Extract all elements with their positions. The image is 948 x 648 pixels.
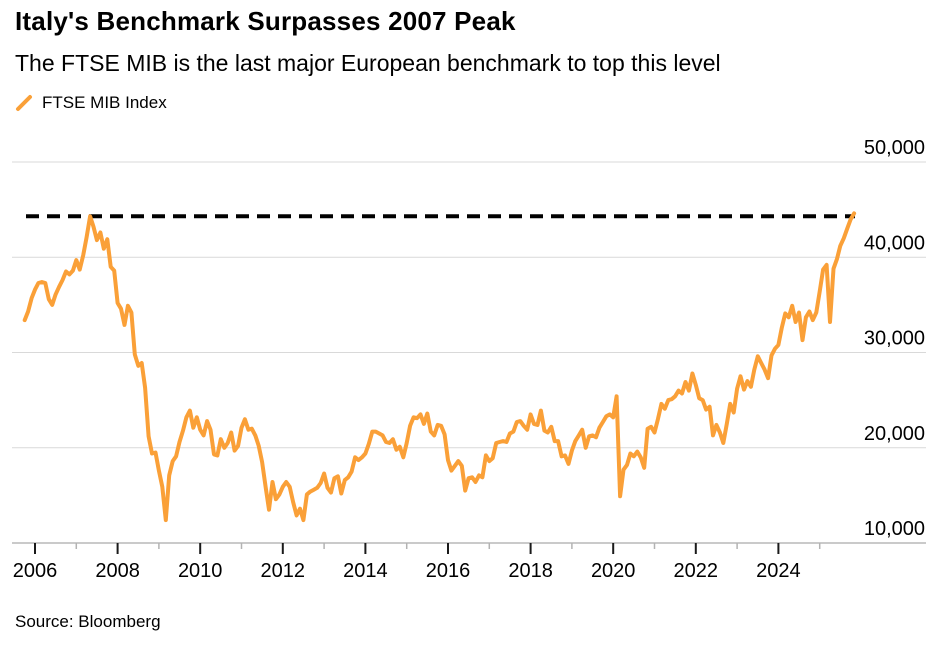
x-axis-label: 2016 — [426, 560, 471, 582]
x-axis-label: 2014 — [343, 560, 388, 582]
y-axis-label: 20,000 — [864, 423, 925, 445]
x-axis-label: 2018 — [508, 560, 553, 582]
x-axis-label: 2008 — [95, 560, 140, 582]
x-axis-label: 2012 — [261, 560, 306, 582]
y-axis-label: 50,000 — [864, 137, 925, 159]
legend-line-icon — [16, 95, 32, 111]
y-axis-label: 10,000 — [864, 518, 925, 540]
x-axis-label: 2022 — [674, 560, 719, 582]
chart-title: Italy's Benchmark Surpasses 2007 Peak — [15, 6, 516, 36]
legend: FTSE MIB Index — [15, 93, 167, 113]
series-line-ftse-mib — [22, 211, 857, 523]
y-axis-label: 40,000 — [864, 232, 925, 254]
x-axis-label: 2024 — [756, 560, 801, 582]
legend-label: FTSE MIB Index — [42, 93, 167, 112]
x-axis-label: 2006 — [13, 560, 58, 582]
y-axis-label: 30,000 — [864, 328, 925, 350]
x-axis-label: 2010 — [178, 560, 223, 582]
chart-subtitle: The FTSE MIB is the last major European … — [15, 50, 721, 76]
source-note: Source: Bloomberg — [15, 612, 161, 631]
x-axis-label: 2020 — [591, 560, 636, 582]
